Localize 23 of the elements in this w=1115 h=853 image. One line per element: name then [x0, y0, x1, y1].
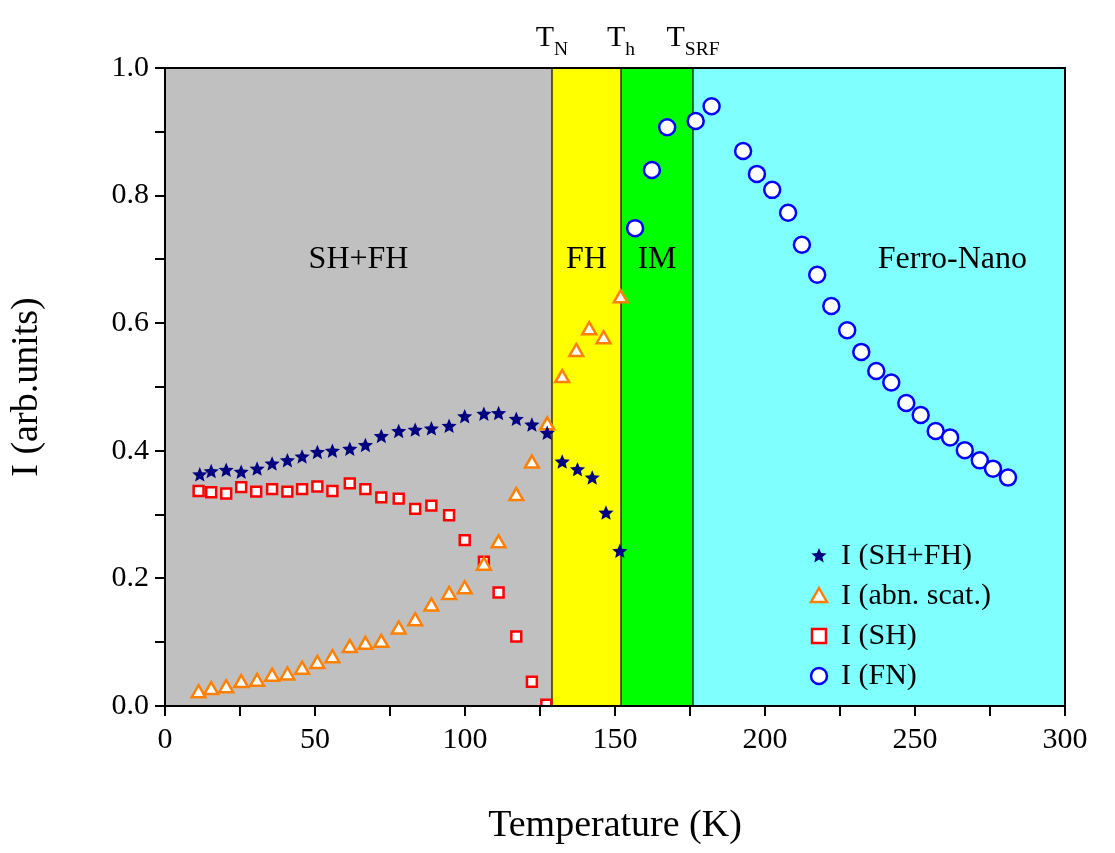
y-axis-title: I (arb.units) [2, 297, 46, 477]
x-tick-label: 300 [1042, 720, 1088, 754]
x-tick-label: 50 [300, 720, 330, 754]
y-tick-label: 1.0 [111, 48, 149, 82]
x-tick-label: 0 [157, 720, 173, 754]
band-label: FH [566, 238, 607, 275]
legend-label: I (abn. scat.) [841, 576, 991, 611]
x-tick-label: 200 [742, 720, 788, 754]
legend-label: I (SH+FH) [841, 536, 973, 571]
x-tick-label: 150 [592, 720, 638, 754]
x-tick-label: 250 [892, 720, 938, 754]
band-label: Ferro-Nano [877, 238, 1027, 275]
y-tick-label: 0.8 [111, 176, 149, 210]
y-tick-label: 0.2 [111, 559, 149, 593]
legend-label: I (FN) [841, 656, 917, 691]
x-axis-title: Temperature (K) [488, 802, 742, 846]
band-label: SH+FH [308, 238, 409, 275]
x-tick-label: 100 [442, 720, 488, 754]
y-tick-label: 0.0 [111, 686, 149, 720]
band-label: IM [637, 238, 677, 275]
legend-label: I (SH) [841, 616, 917, 651]
y-tick-label: 0.4 [111, 431, 149, 465]
y-tick-label: 0.6 [111, 304, 149, 338]
